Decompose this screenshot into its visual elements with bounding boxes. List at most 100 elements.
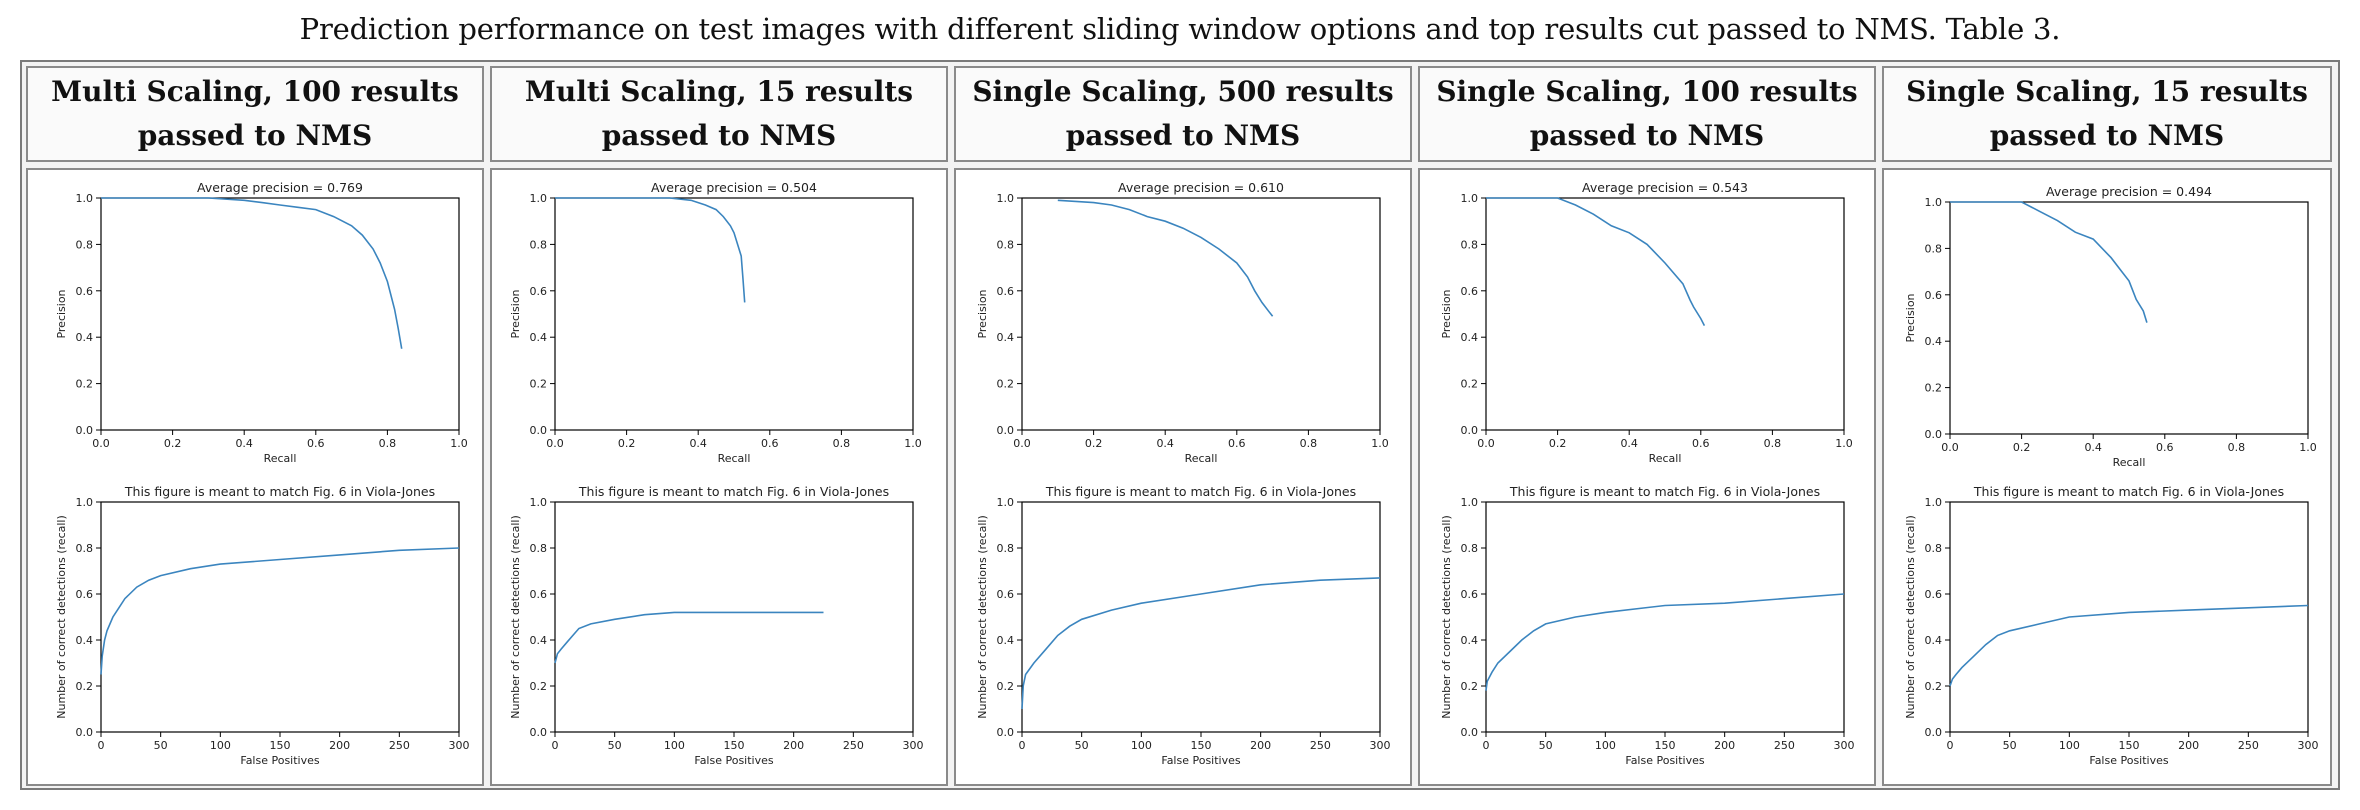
y-tick-label: 0.8 [997,238,1015,251]
x-tick-label: 100 [2059,739,2080,752]
y-tick-label: 0.4 [997,331,1015,344]
x-tick-label: 1.0 [904,437,922,450]
x-tick-label: 300 [903,739,924,752]
x-tick-label: 200 [783,739,804,752]
column-header: Multi Scaling, 15 results passed to NMS [490,66,948,162]
y-tick-label: 0.8 [1461,238,1479,251]
series-line [555,197,746,303]
x-tick-label: 300 [2298,739,2319,752]
x-tick-label: 300 [1834,739,1855,752]
y-tick-label: 0.4 [76,634,94,647]
x-tick-label: 50 [608,739,622,752]
y-axis-label: Precision [1440,289,1453,338]
chart-title: Average precision = 0.543 [1582,180,1748,195]
y-tick-label: 0.0 [1925,726,1943,739]
x-tick-label: 0.0 [92,437,110,450]
y-axis-label: Precision [55,289,68,338]
x-tick-label: 200 [1250,739,1271,752]
x-tick-label: 200 [1714,739,1735,752]
y-tick-label: 0.4 [76,331,94,344]
y-axis-label: Precision [509,289,522,338]
x-tick-label: 0.0 [1941,441,1959,454]
series-line [1486,197,1706,326]
y-tick-label: 0.0 [997,424,1015,437]
y-axis-label: Number of correct detections (recall) [1904,515,1917,719]
x-tick-label: 0.8 [833,437,851,450]
chart-precision-recall: 0.0 0.2 0.4 0.6 0.8 1.0 0.0 0.2 0.4 0.6 0.8 1.0 Aver… [1904,184,2317,469]
x-tick-label: 250 [843,739,864,752]
x-tick-label: 0.2 [1549,437,1567,450]
chart-title: Average precision = 0.610 [1118,180,1284,195]
y-tick-label: 0.4 [1461,331,1479,344]
y-tick-label: 0.8 [530,542,548,555]
y-tick-label: 0.0 [76,726,94,739]
y-tick-label: 0.8 [1461,542,1479,555]
x-tick-label: 0.6 [2156,441,2174,454]
chart-precision-recall: 0.0 0.2 0.4 0.6 0.8 1.0 0.0 0.2 0.4 0.6 0.8 1.0 Aver… [976,180,1389,465]
x-axis-label: False Positives [2089,754,2169,767]
x-tick-label: 0.6 [1692,437,1710,450]
column-header: Multi Scaling, 100 results passed to NMS [26,66,484,162]
x-tick-label: 0.0 [1013,437,1031,450]
series-line [101,197,403,349]
y-tick-label: 0.0 [1461,424,1479,437]
x-tick-label: 0.4 [1156,437,1174,450]
y-tick-label: 1.0 [997,192,1015,205]
chart-precision-recall: 0.0 0.2 0.4 0.6 0.8 1.0 0.0 0.2 0.4 0.6 0.8 1.0 Aver… [1440,180,1853,465]
y-tick-label: 0.2 [1461,680,1479,693]
y-tick-label: 0.4 [1925,634,1943,647]
x-tick-label: 100 [1131,739,1152,752]
x-tick-label: 50 [1075,739,1089,752]
series-line [1950,201,2148,323]
plots-cell: 0.0 0.2 0.4 0.6 0.8 1.0 0.0 0.2 0.4 0.6 0.8 1.0 Aver… [26,168,484,786]
y-tick-label: 0.0 [1925,428,1943,441]
x-tick-label: 250 [1774,739,1795,752]
x-tick-label: 0.2 [1085,437,1103,450]
y-tick-label: 0.4 [997,634,1015,647]
x-tick-label: 0.4 [689,437,707,450]
x-tick-label: 250 [389,739,410,752]
plot-frame [100,501,460,733]
x-axis-label: Recall [718,452,751,465]
chart-title: This figure is meant to match Fig. 6 in … [1973,484,2284,499]
y-tick-label: 0.0 [530,424,548,437]
y-tick-label: 0.6 [997,285,1015,298]
x-tick-label: 1.0 [2299,441,2317,454]
column-header: Single Scaling, 15 results passed to NMS [1882,66,2332,162]
x-tick-label: 0 [98,739,105,752]
x-axis-label: Recall [264,452,297,465]
x-tick-label: 150 [1655,739,1676,752]
plot-frame [1949,501,2309,733]
y-tick-label: 0.2 [997,680,1015,693]
y-tick-label: 0.0 [997,726,1015,739]
chart-title: This figure is meant to match Fig. 6 in … [1045,484,1356,499]
x-tick-label: 150 [270,739,291,752]
x-axis-label: False Positives [240,754,320,767]
x-tick-label: 250 [2238,739,2259,752]
column-header: Single Scaling, 500 results passed to NM… [954,66,1412,162]
x-tick-label: 0.0 [1477,437,1495,450]
y-tick-label: 1.0 [997,496,1015,509]
y-tick-label: 0.4 [530,331,548,344]
y-tick-label: 0.8 [76,238,94,251]
series-line [554,611,824,664]
plots-cell: 0.0 0.2 0.4 0.6 0.8 1.0 0.0 0.2 0.4 0.6 0.8 1.0 Aver… [1882,168,2332,786]
y-tick-label: 0.2 [76,680,94,693]
y-tick-label: 1.0 [1461,192,1479,205]
plot-frame [1021,197,1381,431]
plot-frame [554,501,914,733]
y-axis-label: Precision [1904,293,1917,342]
series-line [1949,604,2309,687]
x-tick-label: 0.6 [1228,437,1246,450]
x-tick-label: 50 [154,739,168,752]
x-tick-label: 0 [1019,739,1026,752]
chart-false-positive-curve: 0 50 100 150 200 250 300 0.0 0.2 0.4 0.6 0.8 1.0 This… [509,484,924,767]
x-axis-label: False Positives [1161,754,1241,767]
chart-false-positive-curve: 0 50 100 150 200 250 300 0.0 0.2 0.4 0.6 0.8 1.0 This… [55,484,470,767]
x-tick-label: 1.0 [450,437,468,450]
chart-title: This figure is meant to match Fig. 6 in … [578,484,889,499]
x-tick-label: 0.2 [618,437,636,450]
x-tick-label: 0.4 [235,437,253,450]
series-line [1485,593,1845,691]
x-tick-label: 0.8 [1300,437,1318,450]
